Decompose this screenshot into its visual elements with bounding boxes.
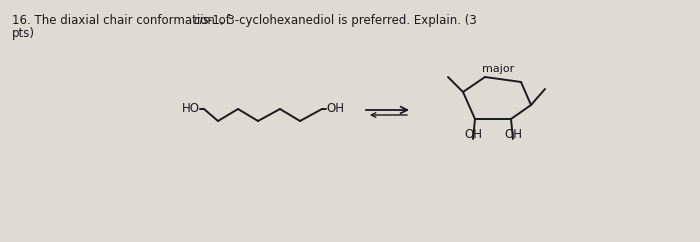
Text: OH: OH xyxy=(326,103,344,115)
Text: OH: OH xyxy=(504,128,522,141)
Text: HO: HO xyxy=(182,103,200,115)
Text: cis: cis xyxy=(194,14,209,27)
Text: -1, 3-cyclohexanediol is preferred. Explain. (3: -1, 3-cyclohexanediol is preferred. Expl… xyxy=(208,14,477,27)
Text: OH: OH xyxy=(464,128,482,141)
Text: 16. The diaxial chair conformation of: 16. The diaxial chair conformation of xyxy=(12,14,234,27)
Text: major: major xyxy=(482,64,514,74)
Text: pts): pts) xyxy=(12,27,35,40)
